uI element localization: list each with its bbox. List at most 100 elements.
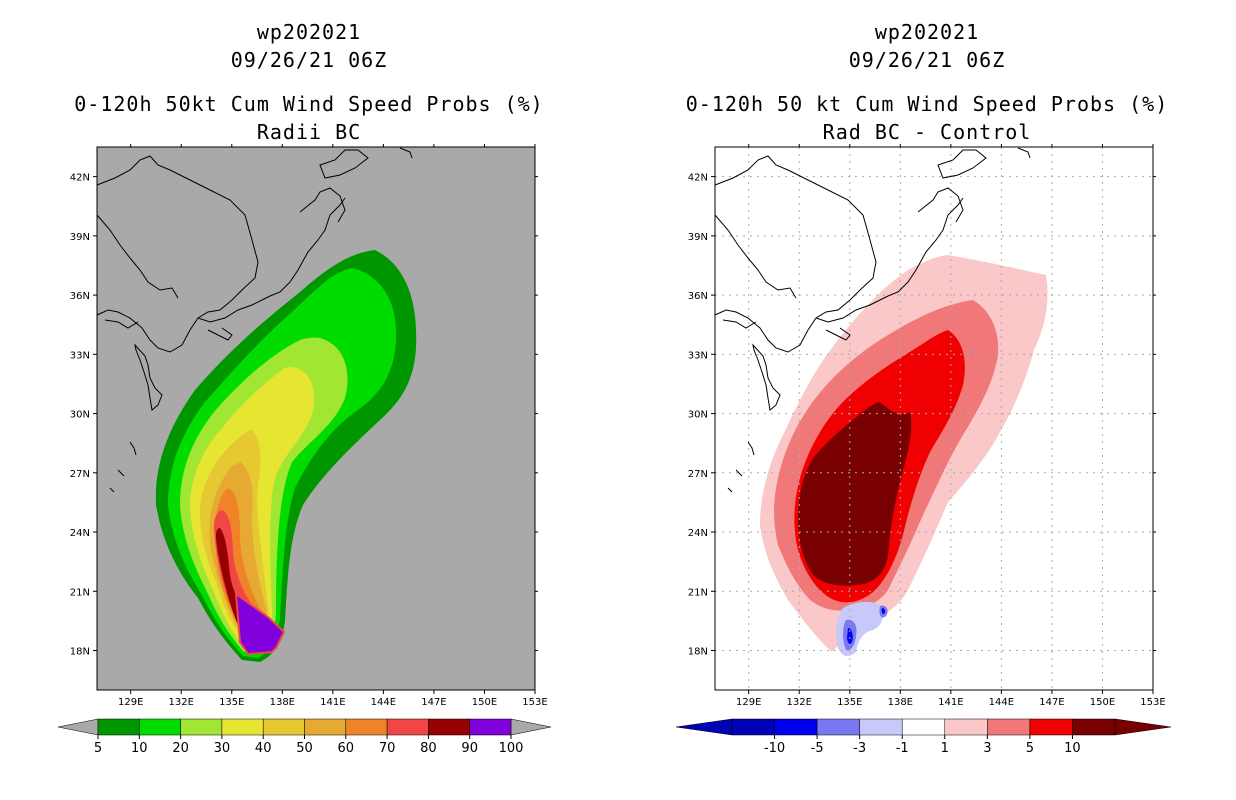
colorbar-right-arrow [510,718,552,736]
left-map-figure: 129E 132E 135E 138E 141E 144E 147E 150E 153E 42N 3… [57,144,552,756]
left-panel: wp202021 09/26/21 06Z 0-120h 50kt Cum Wi… [57,20,552,756]
lon-label: 132E [787,697,812,708]
lon-label: 144E [989,697,1014,708]
colorbar-label: 50 [296,741,313,756]
prob-contour-90 [234,591,286,656]
colorbar-right-arrow [1114,718,1172,736]
lat-label: 36N [688,291,708,302]
colorbar-swatch [1029,718,1073,736]
variant-title: Radii BC [256,120,362,144]
datetime-title: 09/26/21 06Z [848,48,1006,72]
storm-id-title: wp202021 [256,20,362,44]
colorbar-swatch [97,718,140,736]
lon-label: 138E [270,697,295,708]
colorbar-left-arrow [675,718,733,736]
lon-label: 144E [371,697,396,708]
lat-label: 27N [688,469,708,480]
colorbar-label: 10 [1064,741,1081,756]
colorbar-label: 1 [941,741,949,756]
lat-label: 18N [688,647,708,658]
colorbar-label: -3 [853,741,866,756]
left-colorbar: 5 10 20 30 40 50 60 70 80 90 100 [57,718,552,756]
colorbar-swatch [221,718,264,736]
lon-label: 141E [938,697,963,708]
colorbar-swatch [774,718,818,736]
colorbar-label: 30 [214,741,231,756]
lon-label: 150E [472,697,497,708]
lon-label: 132E [169,697,194,708]
product-title: 0-120h 50 kt Cum Wind Speed Probs (%) [685,92,1169,116]
colorbar-label: 20 [172,741,189,756]
lat-label: 39N [70,232,90,243]
colorbar-swatch [944,718,988,736]
right-map-axes: 129E 132E 135E 138E 141E 144E 147E 150E 153E 42N 3… [688,144,1166,708]
diff-contour-neg-3-to-5 [843,605,888,651]
lon-label: 153E [1140,697,1165,708]
prob-contour-80 [216,528,263,640]
colorbar-label: 60 [338,741,355,756]
colorbar-label: -10 [764,741,785,756]
colorbar-label: -5 [811,741,824,756]
lon-label: 135E [219,697,244,708]
left-map-area [96,146,536,691]
colorbar-swatch [304,718,347,736]
lat-label: 33N [688,350,708,361]
colorbar-swatch [731,718,775,736]
colorbar-swatch [139,718,181,736]
lat-label: 42N [70,173,90,184]
lon-label: 153E [522,697,547,708]
lon-label: 129E [736,697,761,708]
colorbar-label: 40 [255,741,272,756]
lon-label: 135E [837,697,862,708]
lat-label: 21N [688,587,708,598]
lat-label: 30N [70,410,90,421]
colorbar-swatch [816,718,860,736]
lon-label: 147E [421,697,446,708]
colorbar-label: 10 [131,741,148,756]
diff-contour-neg-5-to-10 [847,608,886,645]
colorbar-swatch [901,718,946,736]
lat-label: 27N [70,469,90,480]
map-frame [96,146,536,691]
colorbar-left-arrow [57,718,99,736]
colorbar-label: 5 [94,741,102,756]
lat-label: 21N [70,587,90,598]
lon-label: 147E [1039,697,1064,708]
colorbar-swatch [469,718,512,736]
lat-lon-grid [715,147,1154,690]
coastline-outlines [714,147,1031,493]
colorbar-swatch [386,718,429,736]
lat-label: 30N [688,410,708,421]
colorbar-swatch [345,718,388,736]
coastline-outlines [96,147,413,493]
colorbar-label: 70 [379,741,396,756]
colorbar-label: 100 [499,741,524,756]
diff-contour-gt-10 [798,402,912,586]
right-panel: wp202021 09/26/21 06Z 0-120h 50 kt Cum W… [618,0,1236,800]
colorbar-label: 3 [983,741,991,756]
datetime-title: 09/26/21 06Z [230,48,388,72]
lat-label: 18N [70,647,90,658]
lon-label: 141E [320,697,345,708]
lon-label: 138E [888,697,913,708]
right-colorbar: -10 -5 -3 -1 1 3 5 10 [675,718,1172,756]
colorbar-swatch [987,718,1031,736]
colorbar-swatch [428,718,470,736]
lat-label: 42N [688,173,708,184]
colorbar-label: 5 [1026,741,1034,756]
product-title: 0-120h 50kt Cum Wind Speed Probs (%) [74,92,544,116]
colorbar-label: 80 [420,741,437,756]
lat-label: 39N [688,232,708,243]
lat-label: 24N [688,528,708,539]
right-map-area [714,146,1154,691]
lat-label: 24N [70,528,90,539]
variant-title: Rad BC - Control [822,120,1032,144]
right-map-figure: 129E 132E 135E 138E 141E 144E 147E 150E 153E 42N 3… [675,144,1172,756]
colorbar-label: -1 [896,741,909,756]
map-frame [714,146,1154,691]
left-map-axes: 129E 132E 135E 138E 141E 144E 147E 150E 153E 42N 3… [70,144,548,708]
colorbar-swatch [262,718,305,736]
lon-label: 129E [118,697,143,708]
storm-id-title: wp202021 [874,20,980,44]
colorbar-swatch [180,718,223,736]
